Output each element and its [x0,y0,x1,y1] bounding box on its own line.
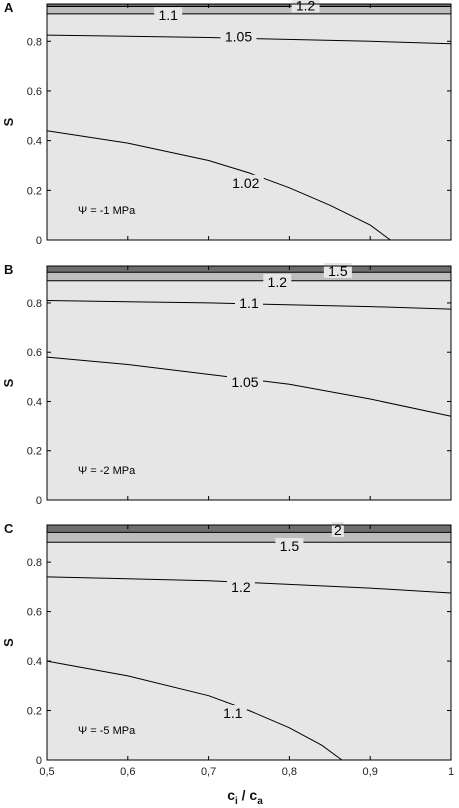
contour-band [47,525,451,533]
contour-level-label: 1.1 [158,7,178,23]
contour-level-label: 1.5 [280,538,300,554]
psi-annotation: Ψ = -2 MPa [78,465,136,477]
y-tick-label: 0.4 [27,656,42,668]
contour-label-bg [227,174,264,190]
contour-level-label: 1.05 [231,374,258,390]
x-tick-label: 0,6 [120,766,135,778]
y-tick-label: 0.6 [27,607,42,619]
contour-level-label: 2 [334,522,342,538]
contour-level-label: 1.5 [328,263,348,279]
contour-band [47,266,451,273]
contour-band [47,532,451,543]
contour-line [46,34,452,45]
y-tick-label: 0.4 [27,136,42,148]
contour-label-bg [263,274,292,290]
y-tick-label: 0 [36,755,42,767]
psi-annotation: Ψ = -5 MPa [78,725,136,737]
x-tick-label: 0,9 [363,766,378,778]
y-tick-label: 0 [36,235,42,247]
plot-frame [46,265,452,501]
contour-level-label: 1.02 [232,175,259,191]
x-tick-label: 0,5 [39,766,54,778]
x-axis-label-c: c [227,787,235,803]
x-tick-label: 1 [448,766,454,778]
contour-label-bg [218,705,247,720]
contour-line [46,660,343,761]
contour-label-bg [154,7,183,23]
x-tick-label: 0,8 [282,766,297,778]
contour-level-label: 1.2 [296,0,316,13]
contour-level-label: 1.05 [225,28,252,44]
x-axis-label: ci / ca [227,787,263,807]
y-tick-label: 0.8 [27,557,42,569]
x-axis-label-sub-i: i [235,796,238,807]
contour-band [47,272,451,281]
contour-line [46,576,452,594]
y-tick-label: 0.2 [27,706,42,718]
contour-band [47,4,451,7]
contour-label-bg [331,521,344,537]
contour-band [47,6,451,14]
contour-level-label: 1.2 [231,579,251,595]
y-tick-label: 0.6 [27,347,42,359]
contour-band [47,13,451,240]
contour-level-label: 1.1 [223,705,243,721]
contour-label-bg [226,578,255,594]
contour-level-label: 1.2 [268,274,288,290]
panel-A: 1.02 1.05 1.1 1.2 0 0.2 0.4 0.6 0.8 S A Ψ = -1 MPa [1,0,452,247]
contour-label-bg [275,538,304,554]
panel-letter: B [4,262,13,277]
plot-frame [46,3,452,241]
contour-label-bg [235,294,263,310]
y-tick-label: 0.8 [27,36,42,48]
y-tick-label: 0.6 [27,86,42,98]
contour-label-bg [291,0,320,13]
panel-B: 1.05 1.1 1.2 1.5 0 0.2 0.4 0.6 0.8 S B Ψ = -2 MPa [1,262,452,507]
contour-label-bg [323,262,352,278]
y-tick-label: 0.4 [27,396,42,408]
y-tick-label: 0 [36,495,42,507]
y-tick-label: 0.2 [27,446,42,458]
y-tick-label: 0.8 [27,298,42,310]
y-tick-label: 0.2 [27,185,42,197]
plot-frame [46,524,452,761]
contour-label-bg [220,28,257,44]
y-axis-label: S [1,117,16,126]
psi-annotation: Ψ = -1 MPa [78,205,136,217]
contour-level-label: 1.1 [239,295,259,311]
y-axis-label: S [1,378,16,387]
contour-label-bg [226,373,263,389]
contour-line [46,300,452,310]
x-axis-label-sub-a: a [257,796,263,807]
contour-line [46,130,391,241]
panel-letter: C [4,521,14,536]
panel-C: 1.1 1.2 1.5 2 0 0.2 0.4 0.6 0.8 0,5 0,6 0,7 0,8 0,9 1 S… [1,521,454,778]
x-axis-label-sep: / c [238,787,258,803]
x-tick-label: 0,7 [201,766,216,778]
y-axis-label: S [1,638,16,647]
panel-letter: A [4,0,14,15]
contour-band [47,280,451,500]
